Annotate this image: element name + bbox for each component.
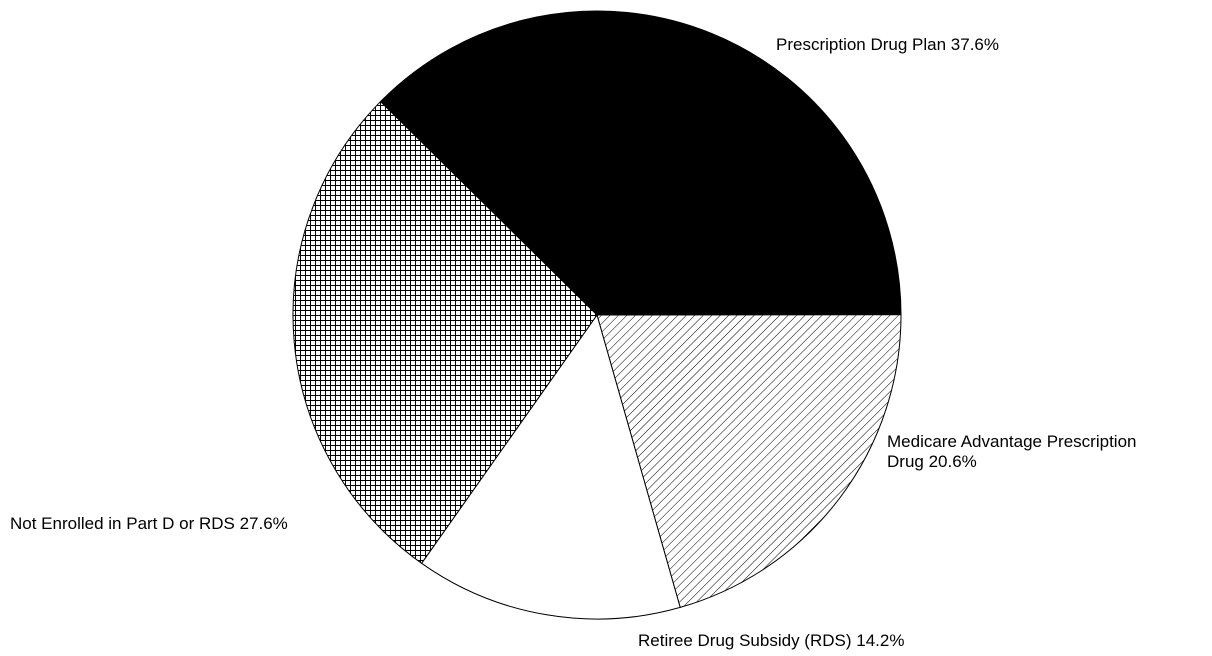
slice-label-1-line-0: Medicare Advantage Prescription	[887, 432, 1136, 451]
pie-labels: Prescription Drug Plan 37.6% Medicare Adv…	[10, 35, 1136, 650]
pie-slice-1	[596, 314, 902, 609]
slice-label-2-line-0: Retiree Drug Subsidy (RDS) 14.2%	[638, 631, 904, 650]
slice-label-0: Prescription Drug Plan 37.6%	[776, 35, 999, 54]
slice-label-2: Retiree Drug Subsidy (RDS) 14.2%	[638, 631, 904, 650]
slice-label-3-line-0: Not Enrolled in Part D or RDS 27.6%	[10, 514, 288, 533]
pie-slice-0	[379, 10, 902, 316]
slice-label-0-line-0: Prescription Drug Plan 37.6%	[776, 35, 999, 54]
pie-slices	[292, 10, 902, 620]
pie-slice-2	[420, 313, 681, 620]
slice-label-1-line-1: Drug 20.6%	[887, 452, 977, 471]
slice-label-3: Not Enrolled in Part D or RDS 27.6%	[10, 514, 288, 533]
pie-slice-3	[292, 100, 598, 564]
slice-label-1: Medicare Advantage Prescription Drug 20.6…	[887, 432, 1136, 471]
